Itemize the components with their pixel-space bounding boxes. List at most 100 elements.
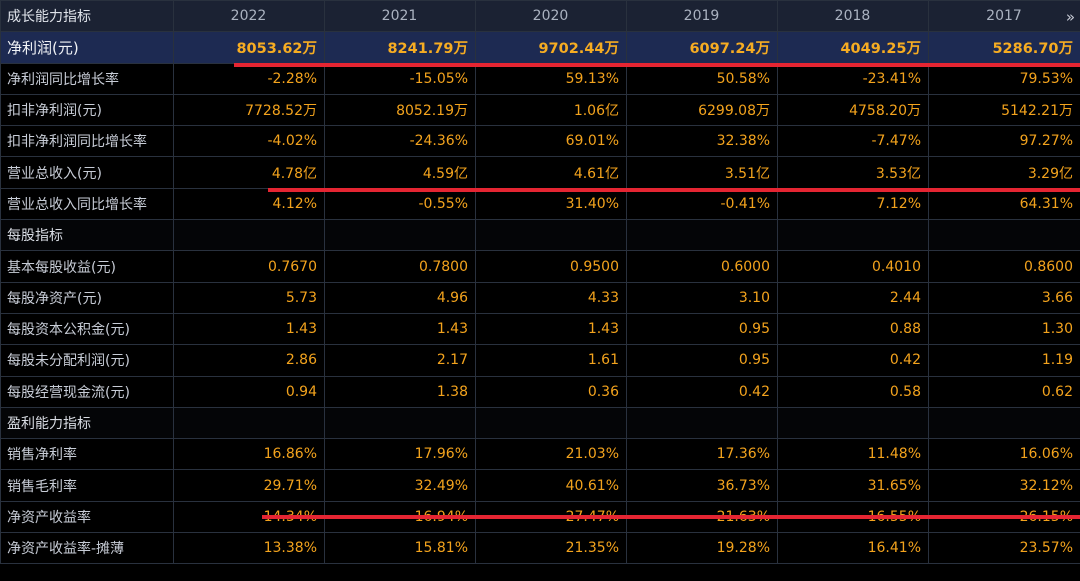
value-cell: 29.71% (173, 469, 325, 502)
value-cell: 97.27% (928, 125, 1080, 158)
table-row: 净资产收益率-摊薄 13.38% 15.81% 21.35% 19.28% 16.41% 2… (0, 532, 1080, 565)
value-cell: 5142.21万 (928, 93, 1080, 127)
row-label: 营业总收入同比增长率 (0, 187, 174, 221)
value-cell: 6299.08万 (626, 93, 778, 127)
value-cell: 4.96 (324, 281, 476, 314)
value-cell: 32.49% (324, 469, 476, 502)
table-row: 每股资本公积金(元) 1.43 1.43 1.43 0.95 0.88 1.30 (0, 312, 1080, 346)
value-cell: -23.41% (777, 62, 929, 95)
value-cell (324, 406, 476, 440)
financial-indicators-table: 成长能力指标 2022 2021 2020 2019 2018 2017 » 净… (0, 0, 1080, 565)
year-header: 2022 (173, 0, 325, 33)
table-row: 每股净资产(元) 5.73 4.96 4.33 3.10 2.44 3.66 (0, 281, 1080, 314)
table-row: 净利润(元) 8053.62万 8241.79万 9702.44万 6097.24万 40… (0, 31, 1080, 64)
value-cell: 1.43 (173, 312, 325, 346)
value-cell: 0.7800 (324, 250, 476, 283)
value-cell (475, 219, 627, 252)
value-cell: 4.78亿 (173, 156, 325, 189)
value-cell: 7728.52万 (173, 93, 325, 127)
value-cell: 3.51亿 (626, 156, 778, 189)
value-cell: 0.42 (777, 344, 929, 377)
value-cell (777, 406, 929, 440)
value-cell: 36.73% (626, 469, 778, 502)
value-cell (928, 406, 1080, 440)
value-cell: 0.7670 (173, 250, 325, 283)
year-header: 2018 (777, 0, 929, 33)
value-cell: 1.38 (324, 375, 476, 408)
value-cell: 3.53亿 (777, 156, 929, 189)
table-row: 基本每股收益(元) 0.7670 0.7800 0.9500 0.6000 0.4010 0… (0, 250, 1080, 283)
value-cell: 31.40% (475, 187, 627, 221)
value-cell: 21.35% (475, 532, 627, 565)
row-label: 扣非净利润(元) (0, 93, 174, 127)
value-cell: 0.62 (928, 375, 1080, 408)
annotation-underline-net-profit (234, 63, 1080, 67)
value-cell: 4.59亿 (324, 156, 476, 189)
section-title-growth: 成长能力指标 (0, 0, 174, 33)
year-header: 2021 (324, 0, 476, 33)
row-label: 扣非净利润同比增长率 (0, 125, 174, 158)
value-cell (324, 219, 476, 252)
table-row: 销售净利率 16.86% 17.96% 21.03% 17.36% 11.48% 16.06… (0, 438, 1080, 471)
table-row: 每股经营现金流(元) 0.94 1.38 0.36 0.42 0.58 0.62 (0, 375, 1080, 408)
value-cell: -0.41% (626, 187, 778, 221)
year-header: 2019 (626, 0, 778, 33)
value-cell: 1.43 (475, 312, 627, 346)
double-chevron-right-icon[interactable]: » (1065, 8, 1075, 26)
value-cell: 1.19 (928, 344, 1080, 377)
value-cell: 21.03% (475, 438, 627, 471)
row-label: 基本每股收益(元) (0, 250, 174, 283)
value-cell: 2.86 (173, 344, 325, 377)
value-cell: -24.36% (324, 125, 476, 158)
value-cell: 4.12% (173, 187, 325, 221)
year-header-last: 2017 » (928, 0, 1080, 33)
section-title: 每股指标 (0, 219, 174, 252)
row-label: 销售净利率 (0, 438, 174, 471)
table-row: 净利润同比增长率 -2.28% -15.05% 59.13% 50.58% -23.41%… (0, 62, 1080, 95)
value-cell: 23.57% (928, 532, 1080, 565)
value-cell: 7.12% (777, 187, 929, 221)
value-cell (777, 219, 929, 252)
value-cell: -15.05% (324, 62, 476, 95)
row-label: 每股经营现金流(元) (0, 375, 174, 408)
row-label: 每股净资产(元) (0, 281, 174, 314)
value-cell: 2.44 (777, 281, 929, 314)
row-label: 每股资本公积金(元) (0, 312, 174, 346)
value-cell (173, 406, 325, 440)
value-cell: 50.58% (626, 62, 778, 95)
value-cell: 0.6000 (626, 250, 778, 283)
value-cell: 1.06亿 (475, 93, 627, 127)
value-cell: 19.28% (626, 532, 778, 565)
table-row: 营业总收入(元) 4.78亿 4.59亿 4.61亿 3.51亿 3.53亿 3.29亿 (0, 156, 1080, 189)
value-cell: 17.96% (324, 438, 476, 471)
value-cell: 0.94 (173, 375, 325, 408)
row-label: 净资产收益率-摊薄 (0, 532, 174, 565)
annotation-underline-revenue (268, 188, 1080, 192)
value-cell: -4.02% (173, 125, 325, 158)
value-cell: -2.28% (173, 62, 325, 95)
value-cell: 59.13% (475, 62, 627, 95)
value-cell: 0.9500 (475, 250, 627, 283)
value-cell (475, 406, 627, 440)
value-cell: 3.10 (626, 281, 778, 314)
value-cell (626, 219, 778, 252)
section-row: 每股指标 (0, 219, 1080, 252)
value-cell: 5.73 (173, 281, 325, 314)
row-label: 每股未分配利润(元) (0, 344, 174, 377)
table-row: 扣非净利润同比增长率 -4.02% -24.36% 69.01% 32.38% -7.47… (0, 125, 1080, 158)
value-cell: 31.65% (777, 469, 929, 502)
value-cell: 8053.62万 (173, 31, 325, 64)
value-cell: 0.95 (626, 312, 778, 346)
value-cell: 5286.70万 (928, 31, 1080, 64)
value-cell: 1.43 (324, 312, 476, 346)
value-cell: 4758.20万 (777, 93, 929, 127)
value-cell: -0.55% (324, 187, 476, 221)
year-header: 2020 (475, 0, 627, 33)
value-cell: 1.30 (928, 312, 1080, 346)
value-cell: 0.42 (626, 375, 778, 408)
value-cell: 15.81% (324, 532, 476, 565)
value-cell: 2.17 (324, 344, 476, 377)
table-row: 营业总收入同比增长率 4.12% -0.55% 31.40% -0.41% 7.12% 64… (0, 187, 1080, 221)
value-cell: 9702.44万 (475, 31, 627, 64)
value-cell: 69.01% (475, 125, 627, 158)
